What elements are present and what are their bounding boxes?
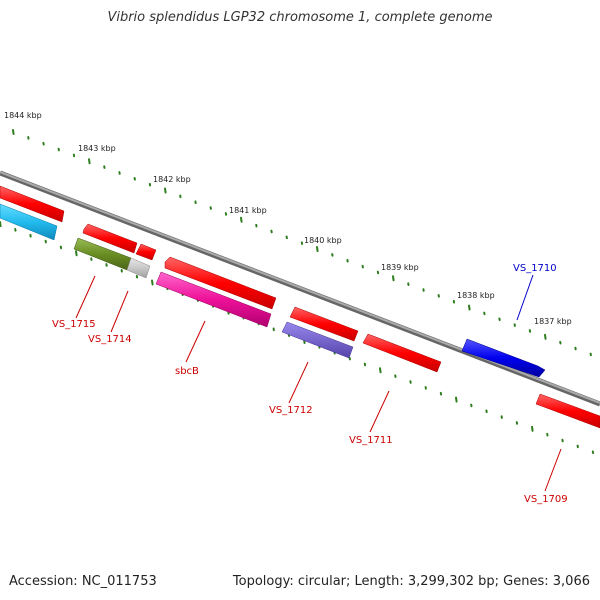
gene-label-vs1712[interactable]: VS_1712 (269, 405, 313, 416)
ruler-major-tick (468, 304, 471, 311)
gene-label-vs1715[interactable]: VS_1715 (52, 319, 96, 330)
gene-label-vs1709[interactable]: VS_1709 (524, 494, 568, 505)
leader-line-vs1712 (288, 361, 309, 404)
leader-line-vs1710 (516, 274, 534, 321)
gene-feature-red-7[interactable] (535, 393, 600, 429)
ruler-major-tick (316, 246, 319, 253)
gene-feature-red-1[interactable] (0, 185, 65, 223)
leader-line-vs1711 (369, 390, 390, 433)
ruler-major-tick (455, 396, 458, 403)
gene-feature-red-2[interactable] (82, 223, 138, 254)
leader-line-vs1715 (75, 275, 96, 319)
leader-line-vs1714 (110, 290, 129, 333)
ruler-label-1841: 1841 kbp (229, 206, 267, 215)
gene-feature-red-3[interactable] (135, 243, 157, 261)
ruler-major-tick (379, 367, 382, 374)
gene-feature-pink[interactable] (155, 271, 272, 328)
ruler-major-tick (75, 250, 78, 257)
ruler-major-tick (151, 279, 154, 286)
chromosome-backbone (0, 170, 600, 407)
gene-label-vs1711[interactable]: VS_1711 (349, 435, 393, 446)
ruler-label-1844: 1844 kbp (4, 111, 42, 120)
gene-feature-blue[interactable] (461, 338, 546, 378)
ruler-major-tick (240, 216, 243, 223)
ruler-label-1837: 1837 kbp (534, 317, 572, 326)
gene-feature-grey[interactable] (126, 257, 151, 279)
gene-feature-red-6[interactable] (362, 333, 442, 373)
leader-line-vs1709 (544, 448, 562, 492)
gene-label-sbcb[interactable]: sbcB (175, 366, 199, 377)
ruler-major-tick (544, 333, 547, 340)
ruler-label-1838: 1838 kbp (457, 291, 495, 300)
map-title: Vibrio splendidus LGP32 chromosome 1, co… (107, 10, 493, 25)
ruler-label-1839: 1839 kbp (381, 263, 419, 272)
gene-feature-red-4[interactable] (164, 256, 277, 310)
ruler-major-tick (12, 129, 15, 135)
gene-label-vs1710[interactable]: VS_1710 (513, 263, 557, 274)
accession-text: Accession: NC_011753 (9, 574, 157, 589)
ruler-major-tick (0, 221, 2, 227)
ruler-major-tick (164, 187, 167, 194)
gene-feature-purple[interactable] (281, 321, 354, 359)
ruler-label-1842: 1842 kbp (153, 175, 191, 184)
topology-text: Topology: circular; Length: 3,299,302 bp… (232, 574, 590, 589)
ruler-label-1840: 1840 kbp (304, 236, 342, 245)
ruler-ticks-upper (12, 129, 592, 357)
gene-feature-cyan[interactable] (0, 203, 58, 241)
ruler-major-tick (392, 275, 395, 282)
ruler-major-tick (531, 425, 534, 432)
leader-line-sbcb (185, 320, 206, 363)
ruler-label-1843: 1843 kbp (78, 144, 116, 153)
gene-label-vs1714[interactable]: VS_1714 (88, 334, 132, 345)
ruler-major-tick (88, 158, 91, 165)
gene-feature-red-5[interactable] (289, 306, 359, 342)
